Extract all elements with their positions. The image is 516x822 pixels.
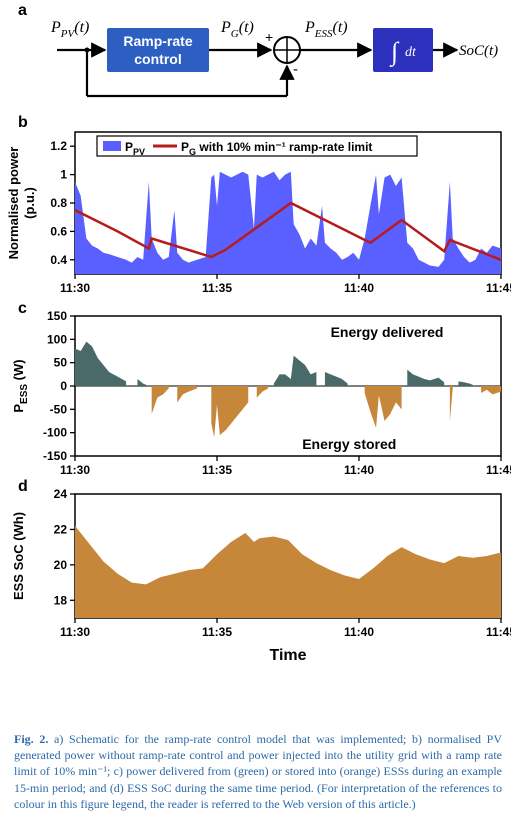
svg-text:Normalised power(p.u.): Normalised power(p.u.) (6, 147, 37, 260)
schematic-panel: PPV(t)Ramp-ratecontrolPG(t)+-PESS(t)∫dtS… (15, 5, 510, 113)
svg-text:11:35: 11:35 (202, 625, 232, 639)
chart-panel-b: 0.4 0.6 0.8 1 1.2 11:30 11:35 11:40 11:45 Normali… (5, 118, 511, 298)
svg-text:Energy delivered: Energy delivered (331, 324, 444, 340)
svg-text:0: 0 (60, 379, 67, 393)
svg-text:11:35: 11:35 (202, 281, 232, 295)
svg-text:11:45: 11:45 (486, 281, 511, 295)
svg-text:1: 1 (60, 168, 67, 182)
svg-text:0.6: 0.6 (50, 224, 67, 238)
svg-text:ESS SoC (Wh): ESS SoC (Wh) (11, 512, 26, 600)
svg-text:PPV(t): PPV(t) (50, 19, 89, 40)
caption-body: a) Schematic for the ramp-rate control m… (14, 732, 502, 811)
svg-text:150: 150 (47, 309, 67, 323)
svg-text:PESS(t): PESS(t) (304, 19, 348, 40)
svg-text:24: 24 (54, 487, 68, 501)
svg-text:100: 100 (47, 332, 67, 346)
svg-text:+: + (265, 29, 273, 45)
svg-text:0.4: 0.4 (50, 253, 67, 267)
svg-text:11:40: 11:40 (344, 625, 374, 639)
svg-text:-: - (293, 61, 298, 78)
svg-text:1.2: 1.2 (50, 139, 67, 153)
svg-text:Time: Time (269, 647, 306, 664)
svg-text:dt: dt (405, 45, 417, 60)
svg-text:18: 18 (54, 593, 68, 607)
svg-text:11:45: 11:45 (486, 625, 511, 639)
svg-text:20: 20 (54, 558, 68, 572)
svg-text:SoC(t): SoC(t) (459, 43, 498, 59)
chart-panel-d: 18 20 22 24 11:30 11:35 11:40 11:45 ESS SoC (Wh)… (5, 478, 511, 678)
svg-text:-150: -150 (43, 449, 67, 463)
svg-text:control: control (134, 51, 181, 67)
svg-text:-50: -50 (50, 402, 68, 416)
svg-text:PESS (W): PESS (W) (11, 359, 30, 412)
caption-lead: Fig. 2. (14, 732, 48, 746)
svg-text:11:40: 11:40 (344, 281, 374, 295)
svg-text:22: 22 (54, 522, 68, 536)
svg-text:Energy stored: Energy stored (302, 436, 396, 452)
svg-text:11:30: 11:30 (60, 281, 90, 295)
chart-panel-c: -150 -100 -50 0 50 100 150 11:30 11:35 11:40 11:45… (5, 300, 511, 478)
figure-page: a PPV(t)Ramp-ratecontrolPG(t)+-PESS(t)∫d… (0, 0, 516, 822)
svg-text:50: 50 (54, 356, 68, 370)
svg-text:PG(t): PG(t) (220, 19, 254, 40)
svg-text:11:30: 11:30 (60, 625, 90, 639)
svg-text:11:45: 11:45 (486, 463, 511, 477)
svg-text:-100: -100 (43, 426, 67, 440)
svg-text:0.8: 0.8 (50, 196, 67, 210)
svg-text:Ramp-rate: Ramp-rate (123, 33, 192, 49)
figure-caption: Fig. 2. a) Schematic for the ramp-rate c… (14, 731, 502, 812)
svg-text:11:30: 11:30 (60, 463, 90, 477)
svg-text:11:35: 11:35 (202, 463, 232, 477)
svg-text:11:40: 11:40 (344, 463, 374, 477)
